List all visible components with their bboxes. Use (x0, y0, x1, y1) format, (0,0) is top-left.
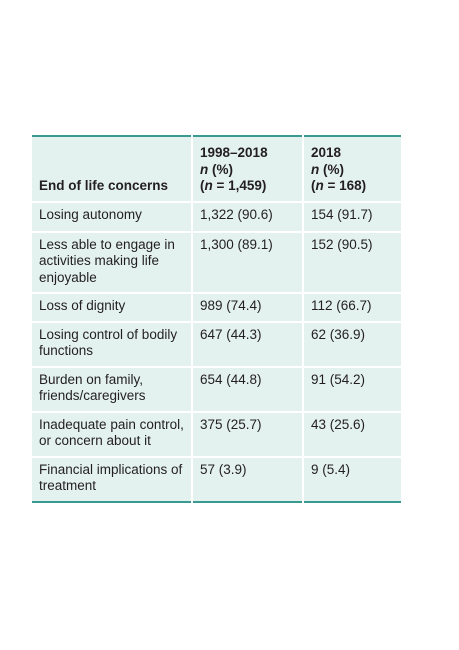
stat-part: n (311, 161, 320, 177)
concern-cell: Losing autonomy (32, 201, 193, 233)
value-cell: 91 (54.2) (302, 365, 401, 413)
concern-cell: Financial implications of treatment (32, 455, 193, 502)
total-part: n (315, 178, 324, 193)
period: 1998–2018 (200, 145, 268, 160)
value-cell: 112 (66.7) (302, 292, 401, 323)
value-cell: 1,322 (90.6) (191, 201, 304, 233)
value-cell: 57 (3.9) (191, 455, 304, 502)
concern-cell: Losing control of bodily functions (32, 320, 193, 368)
table-row: Less able to engage in activities making… (32, 230, 401, 294)
value-cell: 989 (74.4) (191, 292, 304, 323)
total-part: ( (311, 178, 316, 193)
total-part: = 1,459) (212, 178, 267, 193)
concern-cell: Inadequate pain control, or concern abou… (32, 410, 193, 458)
table-row: Losing autonomy 1,322 (90.6) 154 (91.7) (32, 201, 401, 233)
total-part: = 168) (323, 178, 367, 193)
value-cell: 9 (5.4) (302, 455, 401, 502)
header-row: End of life concerns 1998–2018 n (%) (n = 1… (32, 136, 401, 203)
total-part: n (204, 178, 213, 193)
stat-part: n (200, 161, 209, 177)
value-cell: 1,300 (89.1) (191, 230, 304, 294)
stat-part: (%) (208, 161, 233, 177)
table-row: Losing control of bodily functions 647 (4… (32, 320, 401, 368)
value-cell: 152 (90.5) (302, 230, 401, 294)
table-body: Losing autonomy 1,322 (90.6) 154 (91.7) Les… (32, 201, 401, 502)
value-cell: 43 (25.6) (302, 410, 401, 458)
header-cell: 2018 n (%) (n = 168) (302, 136, 401, 203)
total-label: (n = 168) (311, 178, 395, 195)
value-cell: 654 (44.8) (191, 365, 304, 413)
period: 2018 (311, 145, 342, 160)
concern-cell: Burden on family, friends/caregivers (32, 365, 193, 413)
table-row: Burden on family, friends/caregivers 654 … (32, 365, 401, 413)
concern-cell: Loss of dignity (32, 292, 193, 323)
total-label: (n = 1,459) (200, 178, 296, 195)
table-row: Loss of dignity 989 (74.4) 112 (66.7) (32, 292, 401, 323)
total-part: ( (200, 178, 205, 193)
header-cell: 1998–2018 n (%) (n = 1,459) (191, 136, 304, 203)
stat-label: n (%) (200, 162, 296, 179)
value-cell: 375 (25.7) (191, 410, 304, 458)
data-table: End of life concerns 1998–2018 n (%) (n = 1… (32, 135, 401, 503)
stat-label: n (%) (311, 162, 395, 179)
table-row: Financial implications of treatment 57 (3… (32, 455, 401, 502)
header-label: End of life concerns (39, 178, 169, 193)
concern-cell: Less able to engage in activities making… (32, 230, 193, 294)
stat-part: (%) (319, 161, 344, 177)
header-cell: End of life concerns (32, 136, 193, 203)
value-cell: 154 (91.7) (302, 201, 401, 233)
value-cell: 62 (36.9) (302, 320, 401, 368)
value-cell: 647 (44.3) (191, 320, 304, 368)
table-row: Inadequate pain control, or concern abou… (32, 410, 401, 458)
